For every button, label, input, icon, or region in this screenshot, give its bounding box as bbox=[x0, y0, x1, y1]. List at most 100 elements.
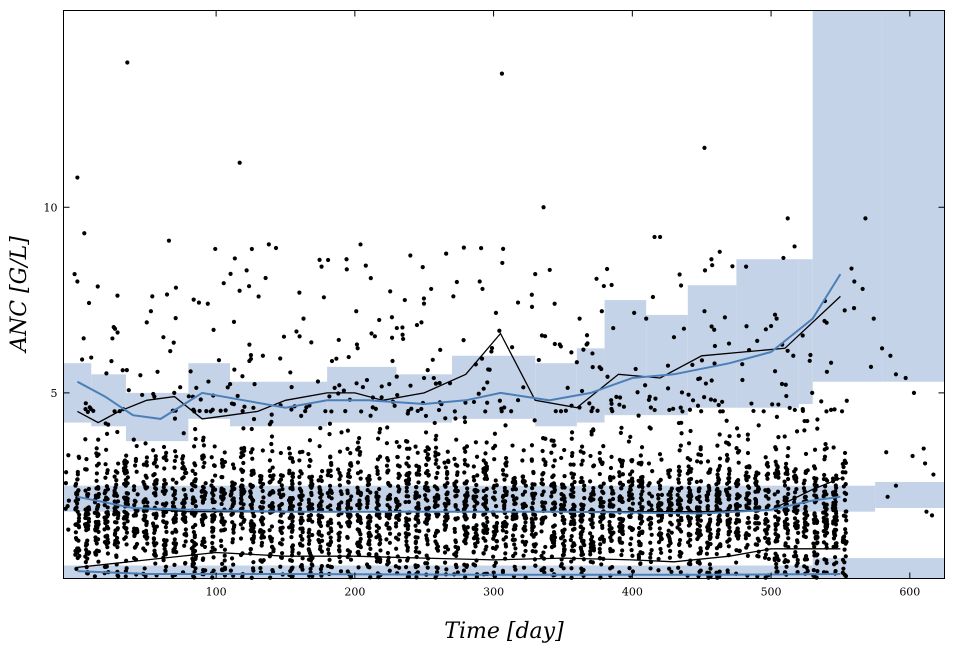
scatter-point bbox=[190, 563, 195, 569]
scatter-point bbox=[677, 522, 682, 527]
scatter-point bbox=[911, 390, 917, 395]
scatter-point bbox=[558, 563, 564, 569]
scatter-point bbox=[84, 457, 89, 462]
scatter-point bbox=[697, 523, 702, 528]
scatter-point bbox=[707, 562, 712, 567]
scatter-point bbox=[843, 554, 848, 559]
scatter-point bbox=[552, 443, 557, 448]
scatter-point bbox=[445, 449, 450, 454]
scatter-point bbox=[181, 475, 186, 480]
scatter-point bbox=[658, 518, 664, 523]
scatter-point bbox=[499, 71, 505, 76]
scatter-point bbox=[479, 356, 485, 361]
scatter-point bbox=[374, 465, 379, 470]
scatter-point bbox=[540, 568, 546, 573]
scatter-point bbox=[754, 479, 759, 484]
scatter-point bbox=[563, 408, 568, 413]
scatter-point bbox=[714, 546, 720, 551]
scatter-point bbox=[327, 421, 333, 426]
scatter-point bbox=[385, 503, 390, 508]
scatter-point bbox=[609, 491, 615, 496]
scatter-point bbox=[384, 537, 389, 542]
scatter-point bbox=[385, 425, 390, 430]
scatter-point bbox=[106, 540, 111, 545]
scatter-point bbox=[541, 504, 546, 510]
scatter-point bbox=[401, 336, 406, 342]
scatter-point bbox=[531, 512, 536, 517]
scatter-point bbox=[530, 548, 535, 554]
scatter-point bbox=[628, 514, 633, 520]
scatter-point bbox=[424, 455, 430, 461]
scatter-point bbox=[171, 500, 176, 505]
scatter-point bbox=[219, 501, 224, 507]
scatter-point bbox=[429, 286, 434, 292]
scatter-point bbox=[756, 538, 762, 543]
scatter-point bbox=[712, 361, 717, 366]
scatter-point bbox=[533, 271, 538, 277]
scatter-point bbox=[755, 553, 760, 559]
scatter-point bbox=[310, 563, 315, 568]
scatter-point bbox=[110, 336, 115, 341]
scatter-point bbox=[704, 551, 710, 556]
scatter-point bbox=[84, 542, 90, 547]
scatter-point bbox=[812, 466, 818, 471]
scatter-point bbox=[442, 560, 448, 565]
scatter-point bbox=[348, 451, 353, 456]
scatter-point bbox=[298, 518, 303, 523]
scatter-point bbox=[547, 267, 552, 273]
band-layer bbox=[63, 10, 945, 579]
scatter-point bbox=[679, 390, 685, 395]
scatter-point bbox=[279, 551, 285, 556]
scatter-point bbox=[395, 463, 401, 468]
scatter-point bbox=[562, 547, 567, 552]
scatter-point bbox=[93, 535, 98, 540]
scatter-point bbox=[773, 539, 778, 544]
scatter-point bbox=[705, 541, 710, 546]
scatter-point bbox=[650, 294, 656, 300]
scatter-point bbox=[346, 471, 351, 476]
scatter-point bbox=[328, 535, 333, 540]
scatter-point bbox=[763, 327, 768, 332]
scatter-point bbox=[657, 526, 662, 531]
scatter-point bbox=[91, 408, 96, 413]
scatter-point bbox=[317, 490, 323, 496]
scatter-point bbox=[716, 514, 721, 519]
scatter-point bbox=[843, 470, 848, 475]
scatter-point bbox=[339, 491, 344, 497]
scatter-point bbox=[83, 407, 88, 412]
scatter-point bbox=[687, 521, 693, 527]
scatter-point bbox=[141, 462, 146, 467]
scatter-point bbox=[772, 471, 778, 476]
scatter-point bbox=[423, 497, 428, 502]
scatter-point bbox=[686, 485, 691, 491]
scatter-point bbox=[655, 492, 661, 498]
scatter-point bbox=[494, 514, 499, 519]
scatter-point bbox=[134, 541, 140, 547]
scatter-point bbox=[112, 506, 117, 511]
scatter-point bbox=[193, 427, 198, 432]
scatter-point bbox=[581, 347, 586, 352]
scatter-point bbox=[345, 446, 350, 451]
scatter-point bbox=[433, 453, 438, 458]
scatter-point bbox=[393, 521, 399, 526]
scatter-point bbox=[589, 429, 594, 434]
scatter-point bbox=[590, 520, 595, 526]
scatter-point bbox=[814, 476, 819, 481]
scatter-point bbox=[102, 527, 107, 532]
scatter-point bbox=[781, 255, 786, 261]
scatter-point bbox=[267, 528, 272, 533]
scatter-point bbox=[366, 552, 371, 557]
scatter-point bbox=[569, 566, 574, 571]
scatter-point bbox=[299, 413, 304, 419]
scatter-point bbox=[95, 284, 100, 289]
scatter-point bbox=[851, 306, 857, 311]
scatter-point bbox=[443, 523, 449, 528]
scatter-point bbox=[64, 470, 69, 475]
scatter-point bbox=[248, 353, 254, 358]
scatter-point bbox=[191, 549, 196, 554]
scatter-point bbox=[151, 391, 156, 397]
scatter-point bbox=[751, 408, 756, 414]
scatter-point bbox=[290, 474, 296, 480]
scatter-point bbox=[705, 504, 710, 510]
scatter-point bbox=[669, 569, 674, 574]
